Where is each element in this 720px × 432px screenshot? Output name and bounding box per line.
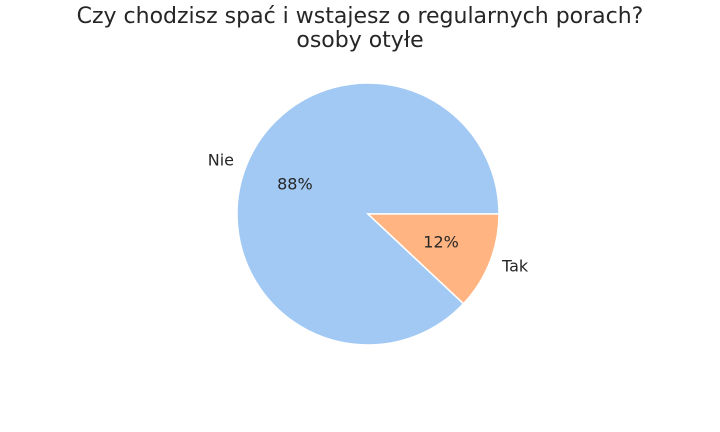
pie-slice-tak bbox=[366, 213, 500, 305]
pie-percent-tak: 12% bbox=[423, 232, 459, 251]
pie-label-nie: Nie bbox=[208, 150, 234, 169]
chart-subtitle: osoby otyłe bbox=[296, 28, 424, 53]
pie-label-tak: Tak bbox=[501, 257, 529, 276]
chart-title: Czy chodzisz spać i wstajesz o regularny… bbox=[76, 4, 644, 29]
pie-percent-nie: 88% bbox=[277, 175, 313, 194]
